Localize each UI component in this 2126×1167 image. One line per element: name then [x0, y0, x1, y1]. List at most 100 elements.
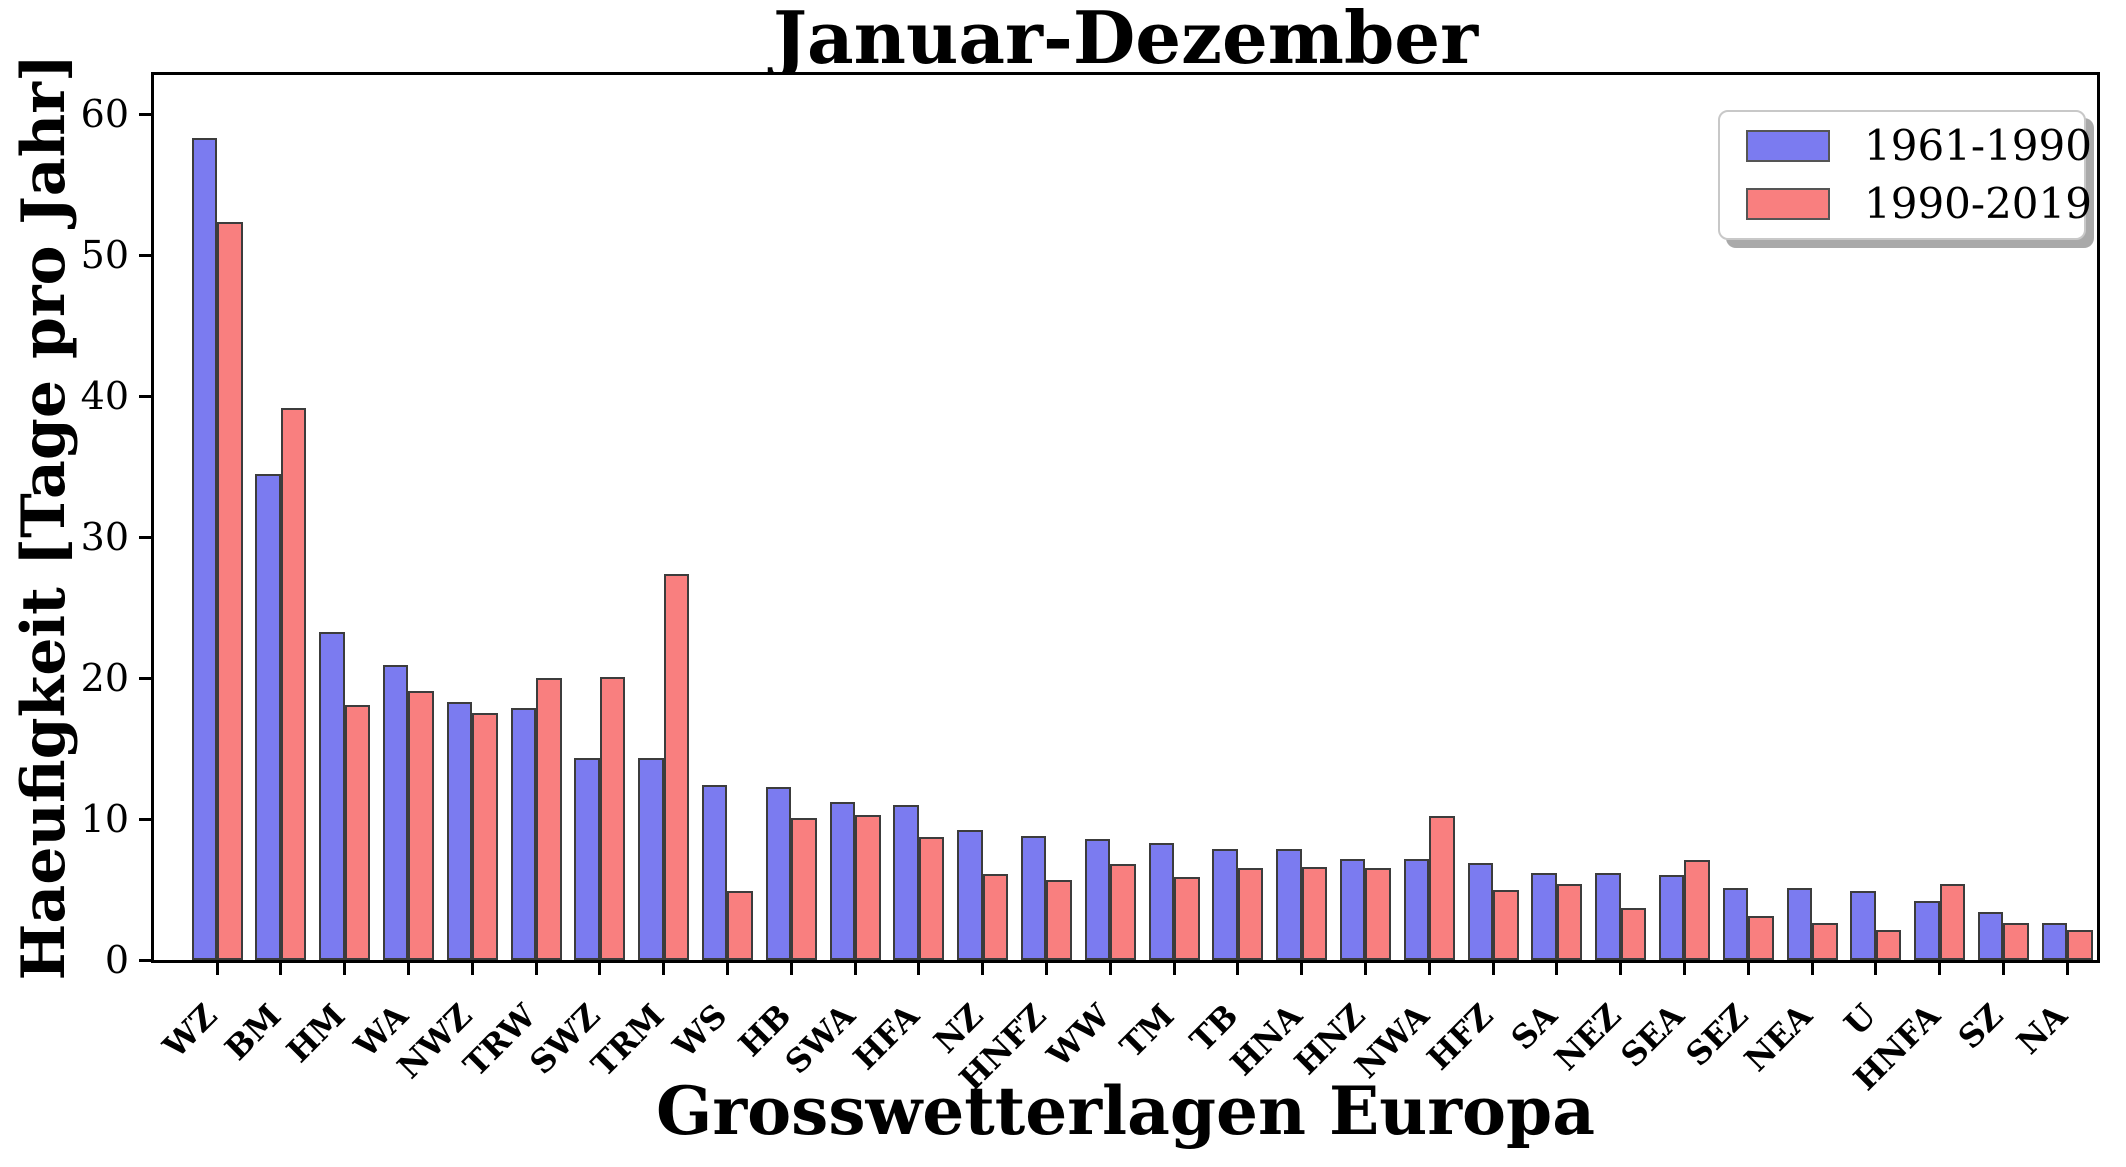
bar-1961-1990-SA	[1531, 872, 1557, 960]
bar-1961-1990-HM	[319, 631, 345, 960]
x-tick-TRM	[662, 960, 666, 975]
bar-1990-2019-NEA	[1812, 923, 1838, 960]
y-tick-label-20: 20	[80, 656, 129, 701]
bar-1990-2019-HFZ	[1493, 889, 1519, 960]
bar-1990-2019-SWA	[855, 814, 881, 960]
bar-1990-2019-NWZ	[472, 713, 498, 960]
x-tick-NWA	[1427, 960, 1431, 975]
x-tick-WZ	[215, 960, 219, 975]
x-tick-TRW	[534, 960, 538, 975]
y-tick-label-60: 60	[80, 92, 129, 137]
x-tick-HB	[789, 960, 793, 975]
bar-1961-1990-WA	[382, 665, 409, 960]
bar-1961-1990-SEZ	[1722, 888, 1749, 960]
bar-1961-1990-SEA	[1658, 875, 1685, 960]
bar-1961-1990-HB	[765, 786, 792, 960]
bar-1961-1990-BM	[255, 473, 281, 960]
bar-1990-2019-HFA	[918, 837, 945, 960]
legend-swatch-1990-2019	[1746, 188, 1830, 220]
bar-1990-2019-TB	[1237, 868, 1264, 960]
bar-1961-1990-HNA	[1276, 848, 1302, 960]
x-tick-HFA	[917, 960, 921, 975]
x-tick-HNFA	[1938, 960, 1942, 975]
y-tick-20	[139, 676, 154, 680]
x-tick-SEA	[1682, 960, 1686, 975]
legend-swatch-1961-1990	[1746, 130, 1830, 162]
bar-1990-2019-NA	[2067, 930, 2093, 960]
y-tick-50	[139, 253, 154, 257]
y-tick-label-30: 30	[80, 515, 129, 560]
x-tick-SA	[1555, 960, 1559, 975]
bar-1961-1990-HFA	[893, 804, 919, 960]
bar-1961-1990-NA	[2041, 923, 2068, 960]
bar-1990-2019-NEZ	[1620, 907, 1647, 960]
bar-1961-1990-TRM	[638, 758, 664, 960]
bar-1961-1990-SZ	[1977, 912, 2004, 960]
bar-1961-1990-TB	[1212, 848, 1238, 960]
x-tick-NA	[2065, 960, 2069, 975]
x-tick-SEZ	[1746, 960, 1750, 975]
x-tick-TM	[1172, 960, 1176, 975]
bar-1961-1990-HNFA	[1914, 900, 1940, 960]
y-tick-0	[139, 958, 154, 962]
bar-1961-1990-NZ	[957, 830, 983, 960]
chart-title: Januar-Dezember	[772, 0, 1479, 80]
x-tick-HNA	[1300, 960, 1304, 975]
bar-1990-2019-BM	[280, 407, 307, 960]
bar-1961-1990-WW	[1084, 838, 1111, 960]
bar-1990-2019-SEZ	[1748, 916, 1774, 960]
bar-1961-1990-TM	[1148, 843, 1174, 960]
legend-entry: 1961-1990	[1720, 124, 2092, 168]
bar-1990-2019-WW	[1110, 864, 1136, 960]
bar-1990-2019-HM	[344, 704, 371, 960]
x-tick-HNZ	[1363, 960, 1367, 975]
y-tick-label-50: 50	[80, 233, 129, 278]
bar-1961-1990-SWA	[829, 802, 855, 960]
y-tick-label-10: 10	[80, 797, 129, 842]
x-tick-SWA	[853, 960, 857, 975]
bar-1961-1990-HNFZ	[1020, 835, 1047, 960]
x-tick-HM	[343, 960, 347, 975]
bar-1961-1990-NEA	[1786, 888, 1812, 960]
bar-1961-1990-TRW	[510, 707, 536, 960]
bar-1990-2019-TRW	[536, 678, 562, 960]
x-tick-BM	[279, 960, 283, 975]
bar-1990-2019-HNFZ	[1046, 879, 1072, 960]
legend: 1961-1990 1990-2019	[1718, 110, 2092, 240]
bar-1961-1990-WZ	[191, 138, 217, 960]
bar-1961-1990-NEZ	[1595, 872, 1621, 960]
bar-1961-1990-HFZ	[1467, 862, 1493, 960]
bar-1990-2019-HNFA	[1939, 883, 1966, 960]
y-tick-label-0: 0	[104, 938, 129, 982]
y-tick-label-40: 40	[80, 374, 129, 419]
bar-1990-2019-NZ	[982, 874, 1009, 960]
legend-label: 1990-2019	[1864, 179, 2092, 228]
bar-1990-2019-TRM	[663, 573, 690, 960]
bar-1961-1990-SWZ	[574, 758, 600, 960]
x-tick-WA	[406, 960, 410, 975]
bar-1961-1990-WS	[701, 785, 728, 960]
bar-1990-2019-SZ	[2003, 923, 2029, 960]
bar-1990-2019-TM	[1174, 876, 1200, 960]
x-tick-NEZ	[1619, 960, 1623, 975]
x-tick-HNFZ	[1044, 960, 1048, 975]
y-tick-60	[139, 112, 154, 116]
x-tick-SWZ	[598, 960, 602, 975]
bar-1961-1990-HNZ	[1339, 858, 1366, 960]
x-tick-NWZ	[470, 960, 474, 975]
bar-1990-2019-HB	[791, 817, 817, 960]
x-tick-SZ	[2001, 960, 2005, 975]
bar-1990-2019-SWZ	[599, 676, 626, 960]
y-tick-10	[139, 817, 154, 821]
legend-label: 1961-1990	[1864, 121, 2092, 170]
bar-1990-2019-WS	[727, 890, 753, 960]
x-tick-WW	[1108, 960, 1112, 975]
x-tick-WS	[725, 960, 729, 975]
bar-1990-2019-NWA	[1429, 816, 1455, 960]
bar-1990-2019-WA	[408, 690, 434, 960]
x-axis-label: Grosswetterlagen Europa	[656, 1072, 1595, 1150]
x-tick-U	[1874, 960, 1878, 975]
y-tick-40	[139, 394, 154, 398]
x-tick-NZ	[981, 960, 985, 975]
y-tick-30	[139, 535, 154, 539]
